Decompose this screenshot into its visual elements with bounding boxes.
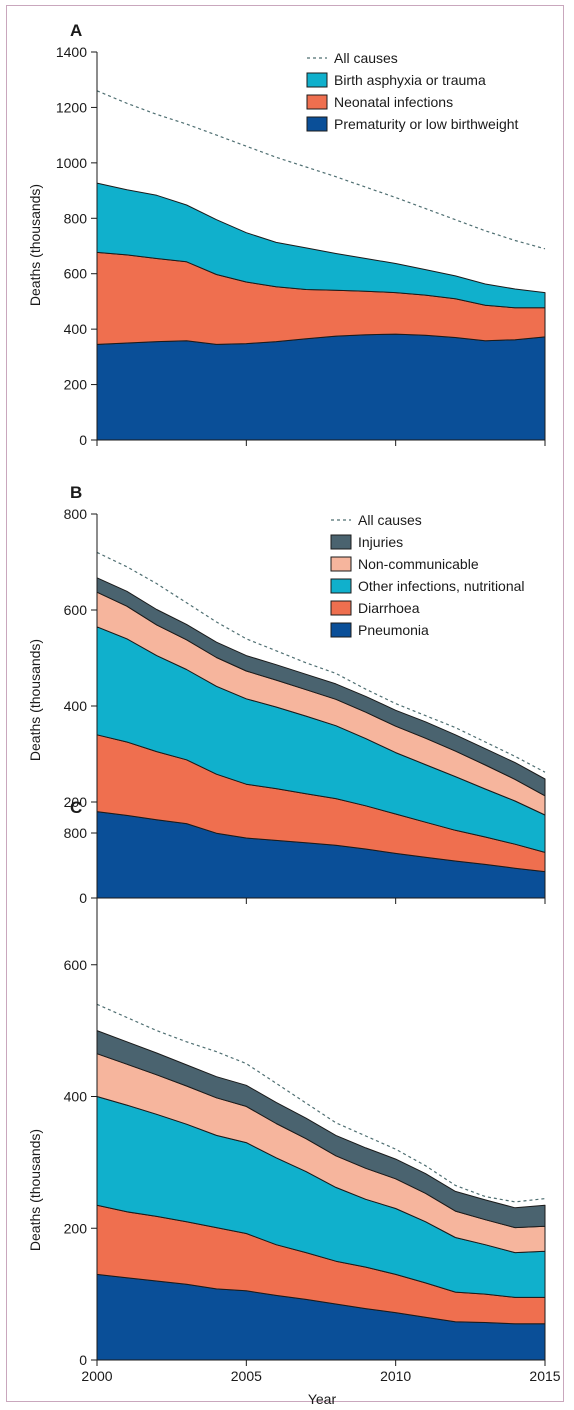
panel-c-x-tick-label: 2010 (380, 1368, 411, 1384)
panel-a-chart: A Deaths (thousands) 0 200 400 600 800 1000 12… (27, 21, 546, 448)
panel-a-all-causes-layer (96, 90, 546, 250)
panel-c-x-tick-label: 2015 (529, 1368, 560, 1384)
panel-b-legend-label-all-causes: All causes (358, 512, 422, 528)
panel-c-x-tick-label: 2000 (81, 1368, 112, 1384)
panel-a-areas (96, 182, 546, 441)
panel-b-areas (96, 577, 546, 899)
panel-b-y-tick-label: 600 (64, 602, 88, 618)
panel-a-y-tick-label: 800 (64, 210, 88, 226)
panel-a-all-causes-line (96, 90, 546, 250)
panel-a-y-tick-label: 1000 (56, 155, 87, 171)
panel-a-legend-label-neonatal-infections: Neonatal infections (334, 94, 453, 110)
panel-c-x-axis-title: Year (308, 1391, 337, 1407)
panel-b-y-tick-label: 400 (64, 698, 88, 714)
panel-b-legend-item-diarrhoea: Diarrhoea (330, 600, 420, 616)
panel-b-legend-swatch-injuries (330, 534, 352, 550)
panel-a-legend-swatch-neonatal-infections (306, 94, 328, 110)
panel-b-all-causes-line (96, 551, 546, 773)
panel-c-letter: C (70, 798, 82, 817)
panel-c-chart: C Deaths (thousands) 0 200 400 600 800 2000 20… (27, 798, 561, 1407)
panel-a-legend-item-birth-asphyxia-or-trauma: Birth asphyxia or trauma (306, 72, 486, 88)
panel-b-legend-label-non-communicable: Non-communicable (358, 556, 479, 572)
panel-c-area-injuries (96, 1030, 546, 1229)
panel-b-y-tick-label: 800 (64, 506, 88, 522)
panel-a-y-axis-title: Deaths (thousands) (27, 184, 43, 306)
panel-c-axes: 0 200 400 600 800 2000 2005 2010 2015 (64, 825, 561, 1384)
panel-c-y-tick-label: 800 (64, 825, 88, 841)
panel-a-y-tick-label: 200 (64, 377, 88, 393)
panel-a-legend-item-all-causes: All causes (307, 50, 398, 66)
panel-a-y-tick-label: 600 (64, 266, 88, 282)
panel-a-legend-label-prematurity-or-low-birthweight: Prematurity or low birthweight (334, 116, 519, 132)
panel-b-legend-item-non-communicable: Non-communicable (330, 556, 479, 572)
panel-a-legend-label-birth-asphyxia-or-trauma: Birth asphyxia or trauma (334, 72, 486, 88)
panel-a-y-tick-label: 400 (64, 321, 88, 337)
panel-b-legend-swatch-diarrhoea (330, 600, 352, 616)
panel-b-letter: B (70, 483, 82, 502)
panel-b-legend-label-injuries: Injuries (358, 534, 403, 550)
panel-b-area-injuries (96, 577, 546, 797)
panel-b-y-axis-title: Deaths (thousands) (27, 639, 43, 761)
panel-c-y-axis-title: Deaths (thousands) (27, 1129, 43, 1251)
panel-c-x-tick-label: 2005 (231, 1368, 262, 1384)
panel-a-y-tick-label: 1400 (56, 44, 87, 60)
panel-b-legend-swatch-other-infections-nutritional (330, 578, 352, 594)
panel-b-legend-swatch-non-communicable (330, 556, 352, 572)
panel-b-legend-item-injuries: Injuries (330, 534, 403, 550)
panel-a-legend-item-neonatal-infections: Neonatal infections (306, 94, 453, 110)
panel-b-legend-swatch-pneumonia (330, 622, 352, 638)
panel-b-legend-item-all-causes: All causes (331, 512, 422, 528)
figure-frame (6, 5, 564, 1402)
panel-c-y-tick-label: 0 (79, 1352, 87, 1368)
panel-b-legend-label-diarrhoea: Diarrhoea (358, 600, 420, 616)
panel-a-legend-label-all-causes: All causes (334, 50, 398, 66)
panel-b-legend-label-pneumonia: Pneumonia (358, 622, 429, 638)
panel-b-legend-label-other-infections-nutritional: Other infections, nutritional (358, 578, 525, 594)
panel-b-legend-item-other-infections-nutritional: Other infections, nutritional (330, 578, 525, 594)
panel-a-legend-swatch-birth-asphyxia-or-trauma (306, 72, 328, 88)
panel-b-legend-item-pneumonia: Pneumonia (330, 622, 429, 638)
panel-a-legend-item-prematurity-or-low-birthweight: Prematurity or low birthweight (306, 116, 519, 132)
panel-a-y-tick-label: 1200 (56, 99, 87, 115)
panel-a-letter: A (70, 21, 82, 40)
panel-b-legend: All causes Injuries Non-communicable Other … (330, 512, 525, 638)
panel-a-axes: 0 200 400 600 800 1000 1200 1400 (56, 44, 546, 448)
panel-c-y-tick-label: 200 (64, 1220, 88, 1236)
panel-b-y-tick-label: 0 (79, 890, 87, 906)
panel-b-chart: B Deaths (thousands) 0 200 400 600 800 All c… (27, 483, 546, 906)
panel-a-area-birth-asphyxia-or-trauma (96, 182, 546, 309)
panel-a-y-tick-label: 0 (79, 432, 87, 448)
panel-a-legend: All causes Birth asphyxia or trauma Neonat… (306, 50, 519, 132)
panel-b-y-tick-label: 200 (64, 794, 88, 810)
panel-a-area-prematurity-or-low-birthweight (96, 333, 546, 441)
panel-c-y-tick-label: 600 (64, 957, 88, 973)
panel-c-y-tick-label: 400 (64, 1089, 88, 1105)
panel-a-legend-swatch-prematurity-or-low-birthweight (306, 116, 328, 132)
panel-c-areas (96, 1030, 546, 1361)
panel-b-all-causes-layer (96, 551, 546, 773)
